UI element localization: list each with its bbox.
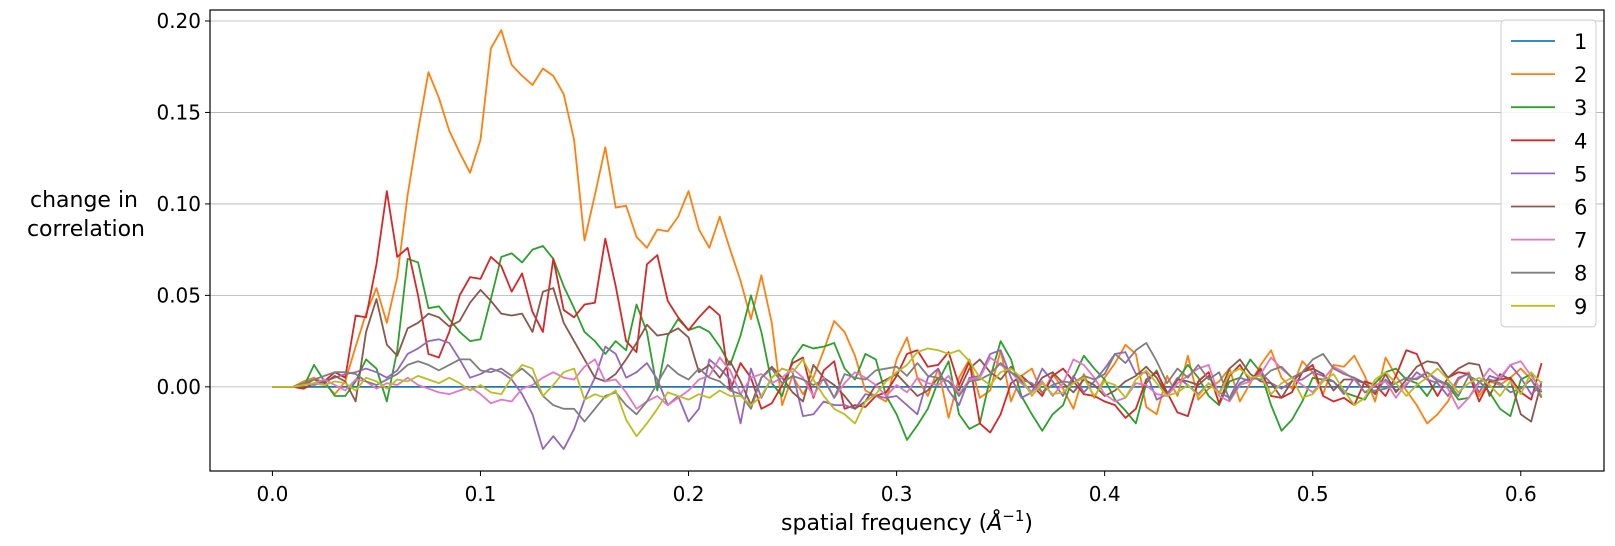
series-line-2 bbox=[272, 29, 1543, 425]
legend: 1 2 3 4 5 6 7 8 9 bbox=[1500, 19, 1597, 328]
legend-label-7: 7 bbox=[1574, 229, 1587, 253]
series-line-6 bbox=[272, 287, 1543, 423]
x-tick-label: 0.5 bbox=[1297, 482, 1329, 506]
legend-label-4: 4 bbox=[1574, 129, 1587, 153]
y-tick-label: 0.05 bbox=[156, 283, 201, 307]
series-line-8 bbox=[272, 342, 1543, 423]
y-axis: 0.00 0.05 0.10 0.15 0.20 bbox=[156, 9, 210, 399]
y-tick-label: 0.10 bbox=[156, 192, 201, 216]
series-line-7 bbox=[272, 356, 1543, 410]
x-tick-label: 0.2 bbox=[673, 482, 705, 506]
legend-label-6: 6 bbox=[1574, 196, 1587, 220]
y-tick-label: 0.15 bbox=[156, 100, 201, 124]
x-tick-label: 0.4 bbox=[1089, 482, 1121, 506]
series-lines bbox=[272, 29, 1543, 450]
legend-label-8: 8 bbox=[1574, 262, 1587, 286]
y-tick-label: 0.20 bbox=[156, 9, 201, 33]
legend-label-5: 5 bbox=[1574, 162, 1587, 186]
y-axis-title: change in correlation bbox=[27, 188, 145, 242]
legend-label-2: 2 bbox=[1574, 63, 1587, 87]
plot-frame bbox=[209, 9, 1605, 472]
gridlines bbox=[210, 20, 1604, 388]
legend-label-1: 1 bbox=[1574, 30, 1587, 54]
y-tick-label: 0.00 bbox=[156, 375, 201, 399]
series-line-4 bbox=[272, 190, 1543, 434]
x-tick-label: 0.6 bbox=[1505, 482, 1537, 506]
series-line-3 bbox=[272, 245, 1543, 441]
x-tick-label: 0.3 bbox=[881, 482, 913, 506]
x-tick-label: 0.0 bbox=[257, 482, 289, 506]
legend-label-9: 9 bbox=[1574, 295, 1587, 319]
x-axis-title: spatial frequency (Å−1) bbox=[781, 507, 1033, 536]
series-line-9 bbox=[272, 347, 1543, 438]
x-axis: 0.0 0.1 0.2 0.3 0.4 0.5 0.6 bbox=[257, 471, 1537, 506]
x-tick-label: 0.1 bbox=[465, 482, 497, 506]
series-line-5 bbox=[272, 338, 1543, 450]
legend-label-3: 3 bbox=[1574, 96, 1587, 120]
